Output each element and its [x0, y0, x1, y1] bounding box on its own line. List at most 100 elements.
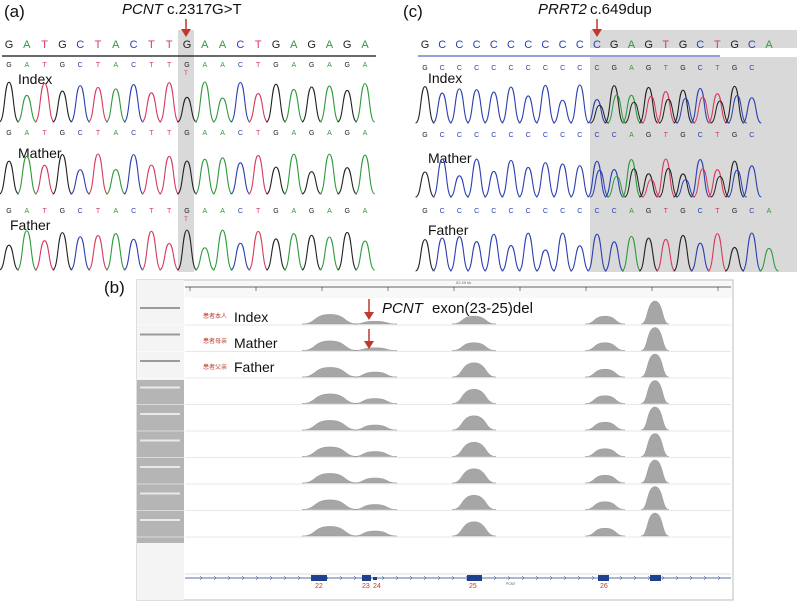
panel-b-arrow-index	[364, 299, 374, 320]
coverage-peak	[301, 526, 359, 537]
panel-a-trace-1-peak	[16, 155, 38, 195]
coverage-peak	[640, 327, 670, 351]
panel-b-sample-mather: Mather	[234, 335, 278, 351]
panel-c-trace-0-peak	[693, 96, 713, 124]
panel-b-sample-father: Father	[234, 359, 275, 375]
panel-a-trace-0-peak	[176, 96, 198, 123]
exon-label-22: 22	[315, 583, 323, 590]
coverage-peak	[301, 340, 359, 351]
panel-a-trace-0-peak	[301, 86, 322, 123]
panel-c-sample-2-base: G	[680, 208, 685, 215]
panel-a-trace-0-peak	[248, 92, 269, 123]
igv-ruler-kb: 52.49 kb	[456, 280, 472, 285]
panel-b-label: (b)	[104, 278, 125, 297]
coverage-peak	[352, 530, 398, 537]
panel-a-trace-1-peak	[212, 157, 233, 195]
panel-a-ref-base: C	[76, 39, 84, 51]
panel-c-trace-2-peak	[741, 232, 762, 272]
panel-c-sample-1-base: C	[491, 132, 496, 139]
panel-a-trace-1-peak	[301, 171, 322, 195]
panel-a-sample-1-base: G	[6, 130, 11, 137]
panel-c-trace-2-peak	[673, 234, 693, 272]
coverage-peak	[352, 424, 398, 431]
panel-c-trace-2-peak	[415, 239, 435, 272]
panel-a-sample-0-base: A	[327, 62, 332, 69]
panel-c-trace-1-peak	[727, 169, 747, 198]
panel-a-trace-0-peak	[158, 82, 180, 123]
panel-c-sample-0-base: T	[664, 65, 669, 72]
panel-a-sample-0-base: G	[309, 62, 314, 69]
panel-a-sample-0-base: A	[24, 62, 29, 69]
panel-c-sample-0-base: C	[698, 65, 703, 72]
panel-c-sample-1-base: C	[526, 132, 531, 139]
panel-c-sample-0-base: C	[577, 65, 582, 72]
strand-arrow	[409, 575, 413, 581]
strand-arrow	[381, 575, 385, 581]
exon-label-23: 23	[362, 583, 370, 590]
panel-c-trace-1-peak	[501, 159, 521, 198]
panel-a-sample-0-base: A	[113, 62, 118, 69]
coverage-peak	[451, 389, 497, 404]
panel-a-sample-0-base: T	[96, 62, 101, 69]
panel-a-sample-0-base: T	[256, 62, 261, 69]
panel-a-ref-base: T	[255, 39, 262, 51]
coverage-peak	[352, 477, 398, 484]
panel-a-trace-1-peak	[87, 153, 109, 195]
panel-a-trace-0-peak	[69, 85, 91, 123]
panel-c-trace-0-peak	[518, 95, 538, 124]
panel-c-trace-0-peak	[673, 89, 693, 124]
panel-a-trace-0-peak	[354, 83, 376, 123]
panel-c-trace-2-peak	[518, 232, 539, 272]
coverage-peak	[640, 512, 670, 537]
panel-c-ref-base: T	[662, 39, 669, 51]
panel-a-trace-2-peak	[0, 244, 20, 271]
panel-a-sample-2-base: T	[167, 208, 172, 215]
panel-c-trace-1-peak	[707, 169, 728, 198]
panel-b-tag-index: 患者本人	[203, 312, 227, 320]
panel-a-gene: PCNT	[122, 1, 165, 18]
panel-a-sample-2-base: T	[96, 208, 101, 215]
panel-a-sample-0-base: T	[167, 62, 172, 69]
panel-c-ref-base: T	[714, 39, 721, 51]
panel-a-sample-1-base: G	[60, 130, 65, 137]
panel-c-trace-2-peak	[621, 235, 642, 272]
panel-a-trace-1-peak	[105, 169, 126, 195]
panel-c-sample-1-base: G	[732, 132, 737, 139]
panel-c-trace-0-peak	[675, 97, 696, 124]
exon-25	[467, 575, 482, 581]
panel-a-trace-2-peak	[141, 230, 162, 271]
panel-a-sample-2-base: G	[273, 208, 278, 215]
panel-c-sample-2-base: A	[767, 208, 772, 215]
panel-a-sample-1-base: A	[363, 130, 368, 137]
panel-c-trace-2-peak	[690, 242, 710, 272]
exon-26	[598, 575, 609, 581]
panel-c-trace-1-peak	[724, 160, 745, 198]
panel-c-sample-0-base: C	[440, 65, 445, 72]
panel-a-sample-1-base: G	[273, 130, 278, 137]
strand-arrow	[423, 575, 427, 581]
panel-c-sample-2-base: C	[508, 208, 513, 215]
panel-a-ref-base: G	[183, 39, 192, 51]
coverage-peak	[640, 433, 670, 457]
panel-c-sample-0-base: G	[611, 65, 616, 72]
panel-c-trace-0-peak	[604, 85, 625, 124]
panel-a-trace-1-peak	[34, 164, 55, 195]
panel-c-ref-base: C	[473, 39, 481, 51]
panel-a-variant: c.2317G>T	[167, 1, 242, 18]
panel-a-sample-1-base: T	[96, 130, 101, 137]
panel-c-sample-2-base: C	[526, 208, 531, 215]
panel-c-trace-1-peak	[484, 170, 504, 198]
panel-a-het-base: T	[184, 71, 188, 77]
panel-c-trace-2-peak	[501, 245, 521, 272]
igv-sample-id	[140, 386, 180, 389]
panel-c-sample-1-base: C	[749, 132, 754, 139]
panel-b-gene: PCNT	[382, 300, 425, 317]
panel-c-sample-2-base: C	[457, 208, 462, 215]
panel-c-sample-2-base: C	[474, 208, 479, 215]
coverage-peak	[451, 495, 497, 510]
panel-a-sample-1-base: G	[344, 130, 349, 137]
panel-a-trace-2-peak	[70, 236, 91, 271]
panel-a-trace-2-peak	[354, 240, 376, 271]
